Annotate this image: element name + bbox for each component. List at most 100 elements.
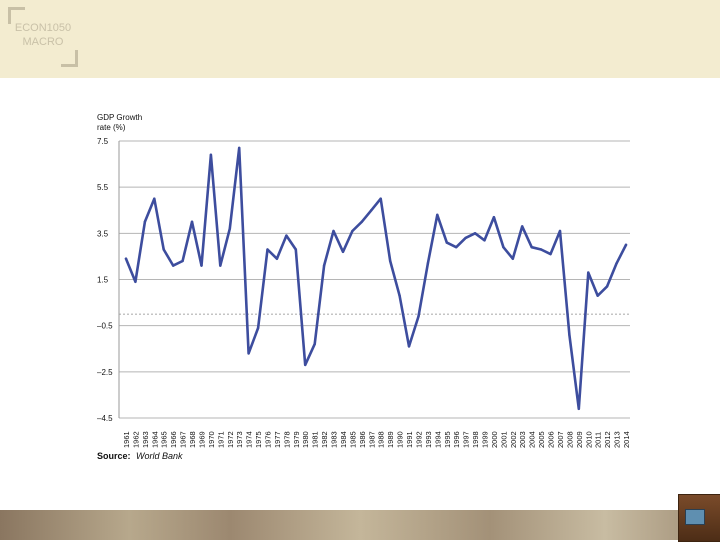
x-tick-label: 1980 — [301, 431, 310, 448]
x-tick-label: 1971 — [216, 431, 225, 448]
series-line-group — [124, 146, 628, 411]
header-band: ECON1050 MACRO — [0, 0, 720, 78]
x-tick-label: 1990 — [396, 431, 405, 448]
x-tick-label: 1981 — [311, 431, 320, 448]
y-tick-label: –2.5 — [97, 368, 113, 377]
x-tick-label: 1963 — [141, 431, 150, 448]
decorative-bottom-strip — [0, 510, 720, 540]
data-point — [228, 227, 231, 230]
x-tick-label: 1999 — [480, 431, 489, 448]
gdp-growth-series-line — [124, 146, 628, 411]
y-tick-label: –4.5 — [97, 414, 113, 423]
data-point — [143, 220, 147, 223]
x-tick-label: 2004 — [528, 431, 537, 448]
x-tick-label: 1974 — [245, 431, 254, 448]
data-point — [285, 234, 288, 237]
data-point — [568, 333, 571, 337]
x-tick-label: 1985 — [348, 431, 357, 448]
x-tick-label: 1995 — [443, 431, 452, 448]
x-tick-label: 1991 — [405, 431, 414, 448]
x-tick-label: 2008 — [565, 431, 574, 448]
x-tick-label: 1970 — [207, 431, 216, 448]
x-tick-label: 2006 — [547, 431, 556, 448]
data-point — [426, 262, 430, 265]
data-point — [181, 259, 184, 263]
data-point — [511, 257, 514, 260]
data-point — [266, 248, 269, 251]
x-tick-label: 1988 — [377, 431, 386, 448]
data-point — [445, 241, 448, 244]
data-point — [398, 294, 401, 297]
x-tick-label: 1998 — [471, 431, 480, 448]
data-point — [351, 229, 354, 233]
data-point — [360, 220, 364, 223]
x-tick-label: 1961 — [122, 431, 131, 448]
data-point — [605, 285, 609, 288]
data-point — [417, 315, 420, 318]
data-point — [322, 264, 326, 267]
data-point — [615, 262, 618, 265]
data-point — [624, 243, 628, 247]
data-point — [256, 326, 260, 330]
x-tick-label: 1975 — [254, 431, 263, 448]
data-point — [162, 248, 165, 251]
data-point — [539, 248, 543, 251]
data-point — [454, 245, 458, 249]
x-tick-label: 1969 — [197, 431, 206, 448]
x-tick-label: 1996 — [452, 431, 461, 448]
x-tick-label: 2007 — [556, 431, 565, 448]
x-tick-label: 1962 — [131, 431, 140, 448]
logo-corner-top-left — [8, 7, 25, 24]
data-point — [200, 264, 203, 267]
data-point — [238, 146, 241, 150]
book-icon — [678, 494, 720, 542]
logo-text: ECON1050 MACRO — [8, 21, 78, 49]
data-point — [521, 225, 524, 228]
x-tick-label: 1965 — [160, 431, 169, 448]
x-tick-label: 2005 — [537, 431, 546, 448]
x-tick-label: 2013 — [613, 431, 622, 448]
x-tick-label: 2012 — [603, 431, 612, 448]
x-tick-label: 1973 — [235, 431, 244, 448]
data-point — [190, 220, 194, 223]
data-point — [388, 259, 392, 263]
data-point — [379, 197, 382, 200]
source-value: World Bank — [136, 451, 183, 461]
x-tick-label: 1994 — [433, 431, 442, 448]
x-tick-label: 1982 — [320, 431, 329, 448]
data-point — [549, 252, 552, 256]
x-tick-label: 2010 — [584, 431, 593, 448]
y-axis-label-line-2: rate (%) — [97, 123, 126, 132]
data-point — [247, 352, 250, 355]
data-point — [313, 342, 316, 346]
x-tick-label: 1976 — [264, 431, 273, 448]
data-point — [473, 232, 477, 235]
x-tick-label: 1979 — [292, 431, 301, 448]
data-point — [275, 257, 279, 260]
x-tick-label: 1997 — [462, 431, 471, 448]
source-label: Source: World Bank — [97, 451, 183, 461]
data-point — [502, 245, 505, 249]
course-logo: ECON1050 MACRO — [8, 7, 78, 67]
data-point — [332, 229, 335, 233]
x-tick-label: 1989 — [386, 431, 395, 448]
data-point — [219, 264, 222, 267]
data-point — [153, 197, 156, 200]
data-points — [124, 146, 628, 410]
data-point — [134, 280, 137, 284]
x-tick-label: 1966 — [169, 431, 178, 448]
y-tick-label: 1.5 — [97, 276, 109, 285]
source-label-bold: Source: — [97, 451, 131, 461]
y-tick-label: –0.5 — [97, 322, 113, 331]
data-point — [407, 345, 411, 348]
x-tick-label: 2014 — [622, 431, 631, 448]
x-tick-label: 2000 — [490, 431, 499, 448]
x-tick-label: 1972 — [226, 431, 235, 448]
x-tick-label: 1964 — [150, 431, 159, 448]
x-tick-label: 1992 — [414, 431, 423, 448]
book-cover-window — [685, 509, 705, 525]
y-tick-label: 3.5 — [97, 229, 109, 238]
y-tick-label: 7.5 — [97, 137, 109, 146]
y-tick-labels: 7.5 5.5 3.5 1.5 –0.5 –2.5 –4.5 — [97, 137, 113, 423]
data-point — [464, 236, 467, 240]
